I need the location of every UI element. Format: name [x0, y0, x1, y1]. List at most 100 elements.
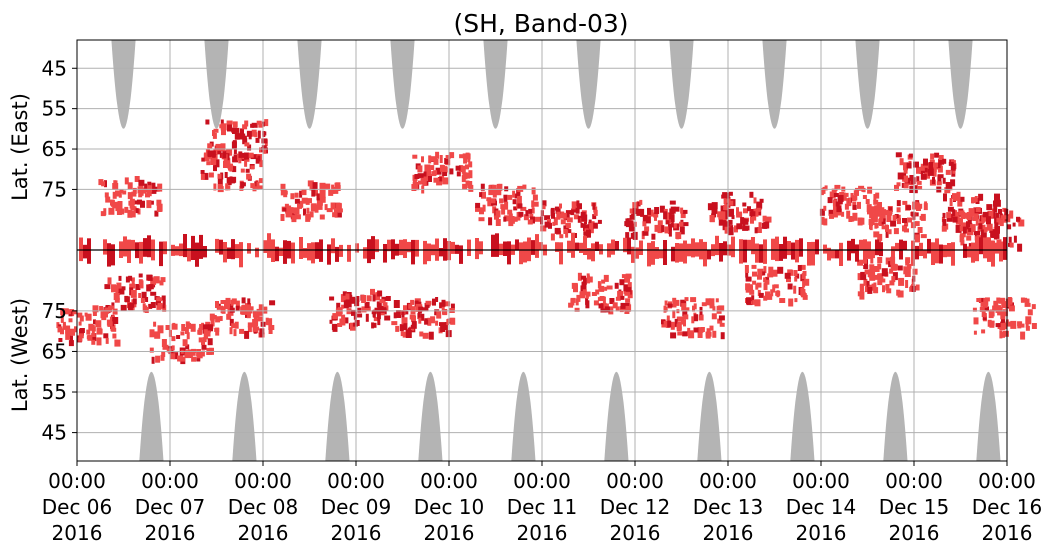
occurrence-cell: [913, 161, 919, 168]
x-tick-label: Dec 09: [321, 495, 392, 519]
occurrence-cell: [461, 165, 466, 174]
occurrence-cell: [583, 231, 587, 236]
occurrence-cell: [598, 303, 604, 309]
y-tick-label-west: 75: [42, 299, 67, 323]
occurrence-cell: [623, 237, 627, 253]
occurrence-cell: [112, 317, 119, 324]
occurrence-cell: [481, 191, 486, 199]
occurrence-cell: [625, 305, 631, 312]
occurrence-cell: [625, 286, 632, 295]
occurrence-cell: [336, 302, 341, 310]
occurrence-cell: [851, 238, 855, 254]
occurrence-cell: [173, 352, 179, 360]
occurrence-cell: [955, 224, 962, 233]
occurrence-cell: [201, 350, 205, 357]
occurrence-cell: [666, 315, 670, 321]
occurrence-cell: [757, 268, 764, 276]
occurrence-cell: [951, 242, 955, 266]
occurrence-cell: [294, 214, 301, 220]
occurrence-cell: [571, 232, 575, 258]
occurrence-cell: [647, 242, 651, 267]
occurrence-cell: [367, 239, 371, 264]
occurrence-cell: [779, 244, 783, 261]
occurrence-cell: [375, 239, 379, 253]
occurrence-cell: [885, 257, 891, 265]
occurrence-cell: [555, 242, 559, 252]
occurrence-cell: [439, 248, 443, 257]
occurrence-cell: [823, 244, 827, 254]
occurrence-cell: [603, 274, 609, 282]
occurrence-cell: [138, 193, 143, 198]
occurrence-cell: [99, 306, 104, 311]
occurrence-cell: [306, 207, 310, 214]
occurrence-cell: [507, 241, 511, 265]
occurrence-cell: [131, 280, 135, 286]
occurrence-cell: [401, 311, 405, 318]
occurrence-cell: [553, 217, 558, 226]
occurrence-cell: [679, 226, 685, 235]
occurrence-cell: [839, 242, 843, 266]
occurrence-cell: [588, 276, 593, 283]
occurrence-cell: [581, 281, 587, 289]
occurrence-cell: [131, 191, 137, 197]
occurrence-cell: [952, 168, 956, 174]
occurrence-cell: [891, 276, 896, 283]
occurrence-cell: [478, 217, 485, 222]
occurrence-cell: [565, 229, 569, 238]
occurrence-cell: [885, 230, 889, 238]
occurrence-cell: [98, 179, 104, 186]
occurrence-cell: [873, 266, 880, 272]
occurrence-cell: [444, 322, 448, 330]
occurrence-cell: [562, 212, 567, 219]
occurrence-cell: [745, 225, 750, 231]
occurrence-cell: [897, 214, 901, 221]
occurrence-cell: [303, 248, 307, 258]
occurrence-cell: [239, 133, 246, 140]
occurrence-cell: [999, 241, 1003, 262]
occurrence-cell: [595, 241, 599, 251]
occurrence-cell: [116, 209, 122, 215]
occurrence-cell: [361, 306, 367, 313]
occurrence-cell: [495, 210, 501, 218]
occurrence-cell: [508, 218, 514, 227]
occurrence-cell: [912, 268, 918, 275]
occurrence-cell: [676, 316, 682, 322]
x-tick-label: 00:00: [48, 469, 106, 493]
occurrence-cell: [673, 223, 677, 229]
occurrence-cell: [889, 280, 895, 286]
occurrence-cell: [867, 272, 872, 277]
occurrence-cell: [765, 216, 772, 223]
occurrence-cell: [531, 207, 535, 214]
occurrence-cell: [871, 270, 876, 277]
occurrence-cell: [665, 218, 670, 225]
occurrence-cell: [247, 322, 253, 328]
occurrence-cell: [328, 189, 334, 196]
occurrence-cell: [740, 217, 745, 225]
occurrence-cell: [221, 123, 226, 132]
occurrence-cell: [488, 217, 493, 226]
occurrence-cell: [670, 221, 674, 228]
occurrence-cell: [238, 152, 245, 158]
occurrence-cell: [149, 329, 155, 338]
occurrence-cell: [692, 305, 695, 312]
occurrence-cell: [216, 316, 222, 321]
occurrence-cell: [135, 284, 141, 290]
occurrence-cell: [756, 207, 761, 212]
occurrence-cell: [336, 208, 343, 213]
occurrence-cell: [330, 202, 336, 210]
occurrence-cell: [749, 211, 756, 217]
occurrence-cell: [371, 236, 375, 260]
occurrence-cell: [711, 205, 718, 214]
occurrence-cell: [991, 310, 995, 317]
occurrence-cell: [717, 211, 724, 218]
occurrence-cell: [630, 232, 637, 239]
occurrence-cell: [232, 140, 237, 148]
occurrence-cell: [132, 200, 139, 205]
occurrence-cell: [229, 307, 235, 313]
occurrence-cell: [668, 229, 672, 237]
occurrence-cell: [834, 184, 841, 189]
occurrence-cell: [609, 298, 615, 304]
occurrence-cell: [339, 244, 343, 257]
occurrence-cell: [1009, 213, 1013, 219]
occurrence-cell: [595, 289, 600, 295]
